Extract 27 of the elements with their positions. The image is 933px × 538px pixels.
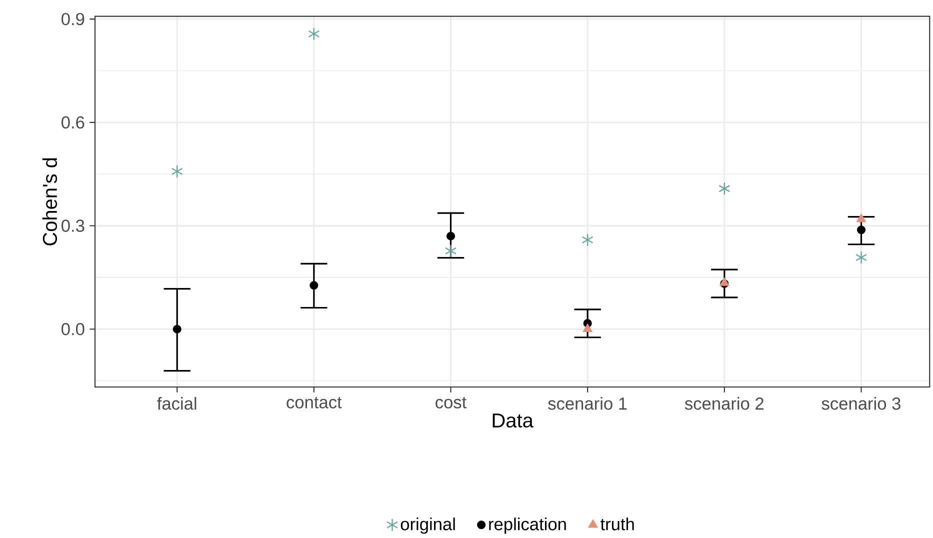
point xyxy=(856,226,866,234)
y-tick-label: 0.6 xyxy=(62,116,84,129)
point xyxy=(855,250,868,264)
point xyxy=(171,164,183,178)
point xyxy=(856,214,866,222)
y-tick-label: 0.9 xyxy=(62,12,84,26)
legend-label: original xyxy=(400,518,455,534)
x-axis-title: Data xyxy=(492,414,534,428)
point xyxy=(308,27,320,40)
x-tick-label: cost xyxy=(436,397,467,408)
x-tick-label: facial xyxy=(157,397,196,410)
point xyxy=(310,281,318,290)
x-tick-label: scenario 2 xyxy=(684,397,764,410)
x-tick-label: contact xyxy=(286,397,342,408)
y-axis-title: Cohen's d xyxy=(42,158,58,246)
point xyxy=(172,324,182,334)
x-tick-label: scenario 3 xyxy=(822,397,900,410)
y-tick-label: 0.3 xyxy=(62,220,84,232)
point xyxy=(582,324,592,332)
x-tick-label: scenario 1 xyxy=(548,397,627,410)
point xyxy=(444,244,457,258)
point xyxy=(446,232,456,240)
point xyxy=(582,233,594,246)
legend-label: replication xyxy=(489,518,566,534)
point xyxy=(718,182,730,196)
y-tick-label: 0.0 xyxy=(62,322,84,336)
legend-label: truth xyxy=(600,518,634,530)
